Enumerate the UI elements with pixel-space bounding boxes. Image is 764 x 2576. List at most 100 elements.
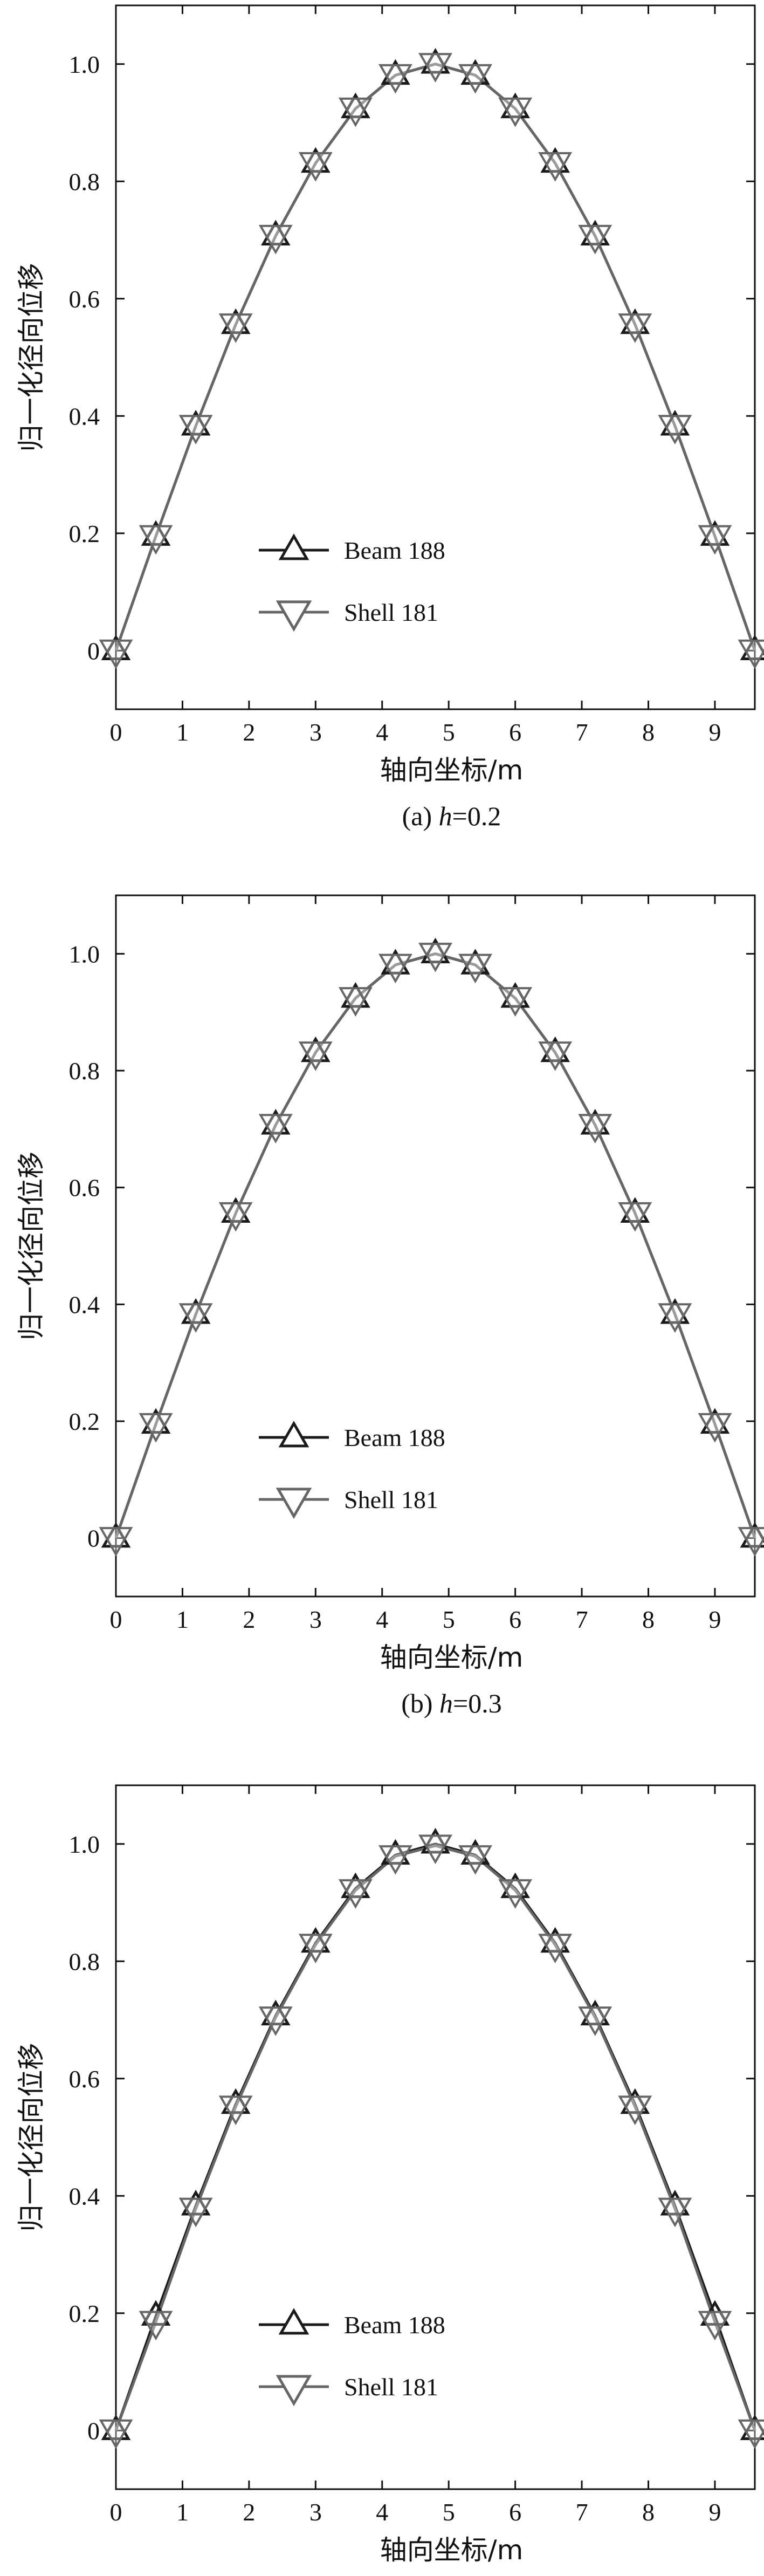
x-tick-label: 0 xyxy=(110,1606,122,1633)
beam-188-marker xyxy=(101,1522,131,1548)
beam-188-marker xyxy=(421,1827,450,1854)
x-tick-label: 7 xyxy=(576,1606,588,1633)
beam-188-marker xyxy=(500,1872,530,1899)
y-tick-label: 1.0 xyxy=(69,51,100,78)
shell-181-marker xyxy=(538,1934,573,1964)
legend-label: Shell 181 xyxy=(344,1486,438,1513)
shell-181-marker xyxy=(298,1041,333,1071)
caption-suffix: =0.2 xyxy=(452,801,501,831)
beam-188-marker xyxy=(460,59,490,85)
beam-188-marker xyxy=(620,1197,650,1223)
y-tick-label: 0.8 xyxy=(69,1057,100,1085)
shell-181-marker xyxy=(99,639,133,669)
shell-181-marker xyxy=(338,1879,373,1909)
x-tick-label: 3 xyxy=(309,1606,322,1633)
beam-188-marker xyxy=(221,2088,251,2114)
y-tick-label: 0 xyxy=(87,1525,100,1552)
caption-var: h xyxy=(439,1688,453,1718)
series-line-shell-181 xyxy=(114,63,756,652)
x-tick-label: 3 xyxy=(309,2498,322,2526)
shell-181-marker xyxy=(458,954,493,984)
chart-panel-2: 0 1 2 3 4 5 6 7 8 9 0 0.2 0.4 0.6 0.8 1.0 轴向坐标/m 归一化径向位移 (… xyxy=(16,894,764,1718)
beam-188-marker xyxy=(101,2414,131,2440)
shell-181-marker xyxy=(578,1114,612,1143)
beam-188-marker xyxy=(540,147,570,173)
y-tick-label: 0.6 xyxy=(69,2065,100,2093)
shell-181-marker xyxy=(298,152,333,182)
shell-181-marker xyxy=(498,97,533,127)
y-tick-label: 0 xyxy=(87,637,100,664)
shell-181-marker xyxy=(618,313,652,343)
x-tick-label: 5 xyxy=(443,2498,455,2526)
beam-188-marker xyxy=(660,2189,690,2216)
shell-181-marker xyxy=(578,2006,612,2036)
x-tick-label: 2 xyxy=(243,2498,255,2526)
beam-188-marker xyxy=(341,1872,370,1899)
series-line-shell-181 xyxy=(114,1844,756,2431)
x-tick-label: 0 xyxy=(110,2498,122,2526)
y-tick-label: 0 xyxy=(87,2417,100,2444)
y-tick-label: 0.2 xyxy=(69,2300,100,2327)
shell-181-marker xyxy=(738,639,764,669)
legend-triangle-down-icon xyxy=(276,600,312,632)
legend-triangle-up-icon xyxy=(278,533,309,560)
beam-188-marker xyxy=(660,409,690,436)
shell-181-marker xyxy=(498,1879,533,1909)
shell-181-marker xyxy=(218,313,253,343)
shell-181-marker xyxy=(418,1834,452,1865)
beam-188-marker xyxy=(740,2414,764,2440)
caption-prefix: (a) xyxy=(402,801,439,831)
beam-188-marker xyxy=(620,308,650,334)
shell-181-marker xyxy=(498,987,533,1017)
x-tick-label: 4 xyxy=(376,2498,388,2526)
x-tick-label: 8 xyxy=(642,1606,655,1633)
y-tick-label: 0.6 xyxy=(69,1174,100,1202)
beam-188-marker xyxy=(381,1839,410,1865)
beam-188-marker xyxy=(580,220,610,246)
x-tick-label: 8 xyxy=(642,718,655,746)
shell-181-marker xyxy=(298,1934,333,1964)
shell-181-marker xyxy=(338,97,373,127)
beam-188-marker xyxy=(500,92,530,119)
shell-181-marker xyxy=(99,2419,133,2449)
beam-188-marker xyxy=(181,2189,211,2216)
x-tick-label: 2 xyxy=(243,1606,255,1633)
beam-188-marker xyxy=(381,59,410,85)
chart-panel-1: 0 1 2 3 4 5 6 7 8 9 0 0.2 0.4 0.6 0.8 1.0 轴向坐标/m 归一化径向位移 (… xyxy=(16,4,764,831)
caption-prefix: (b) xyxy=(401,1688,439,1718)
x-tick-label: 5 xyxy=(443,718,455,746)
beam-188-marker xyxy=(260,1999,291,2026)
y-axis-label: 归一化径向位移 xyxy=(16,263,47,452)
y-tick-label: 0.8 xyxy=(69,168,100,195)
x-tick-label: 9 xyxy=(708,718,721,746)
shell-181-marker xyxy=(258,224,293,255)
shell-181-marker xyxy=(99,1527,133,1557)
shell-181-marker xyxy=(658,1303,692,1333)
panel-caption: (a) h=0.2 xyxy=(402,801,501,831)
x-tick-label: 7 xyxy=(576,718,588,746)
shell-181-marker xyxy=(658,2197,692,2228)
beam-188-marker xyxy=(221,1197,251,1223)
x-tick-label: 7 xyxy=(576,2498,588,2526)
shell-181-marker xyxy=(738,1527,764,1557)
x-tick-label: 1 xyxy=(176,718,189,746)
chart-panel-3: 012345678900.20.40.60.81.0轴向坐标/m归一化径向位移(… xyxy=(16,1784,764,2566)
beam-188-marker xyxy=(300,1036,331,1063)
beam-188-marker xyxy=(620,2088,650,2114)
shell-181-marker xyxy=(378,954,412,984)
beam-188-marker xyxy=(141,1408,171,1434)
plot-frame xyxy=(115,4,756,710)
beam-188-marker xyxy=(141,520,171,546)
y-axis-label: 归一化径向位移 xyxy=(16,2043,47,2232)
legend: Beam 188 Shell 181 xyxy=(259,1421,445,1519)
legend: Beam 188 Shell 181 xyxy=(259,533,445,632)
shell-181-marker xyxy=(218,1202,253,1232)
shell-181-marker xyxy=(338,987,373,1017)
beam-188-marker xyxy=(421,47,450,74)
beam-188-marker xyxy=(580,1999,610,2026)
shell-181-marker xyxy=(458,64,493,94)
y-tick-label: 0.8 xyxy=(69,1948,100,1975)
legend-triangle-down-icon xyxy=(276,1488,312,1519)
beam-188-marker xyxy=(700,520,730,546)
shell-181-marker xyxy=(378,64,412,94)
